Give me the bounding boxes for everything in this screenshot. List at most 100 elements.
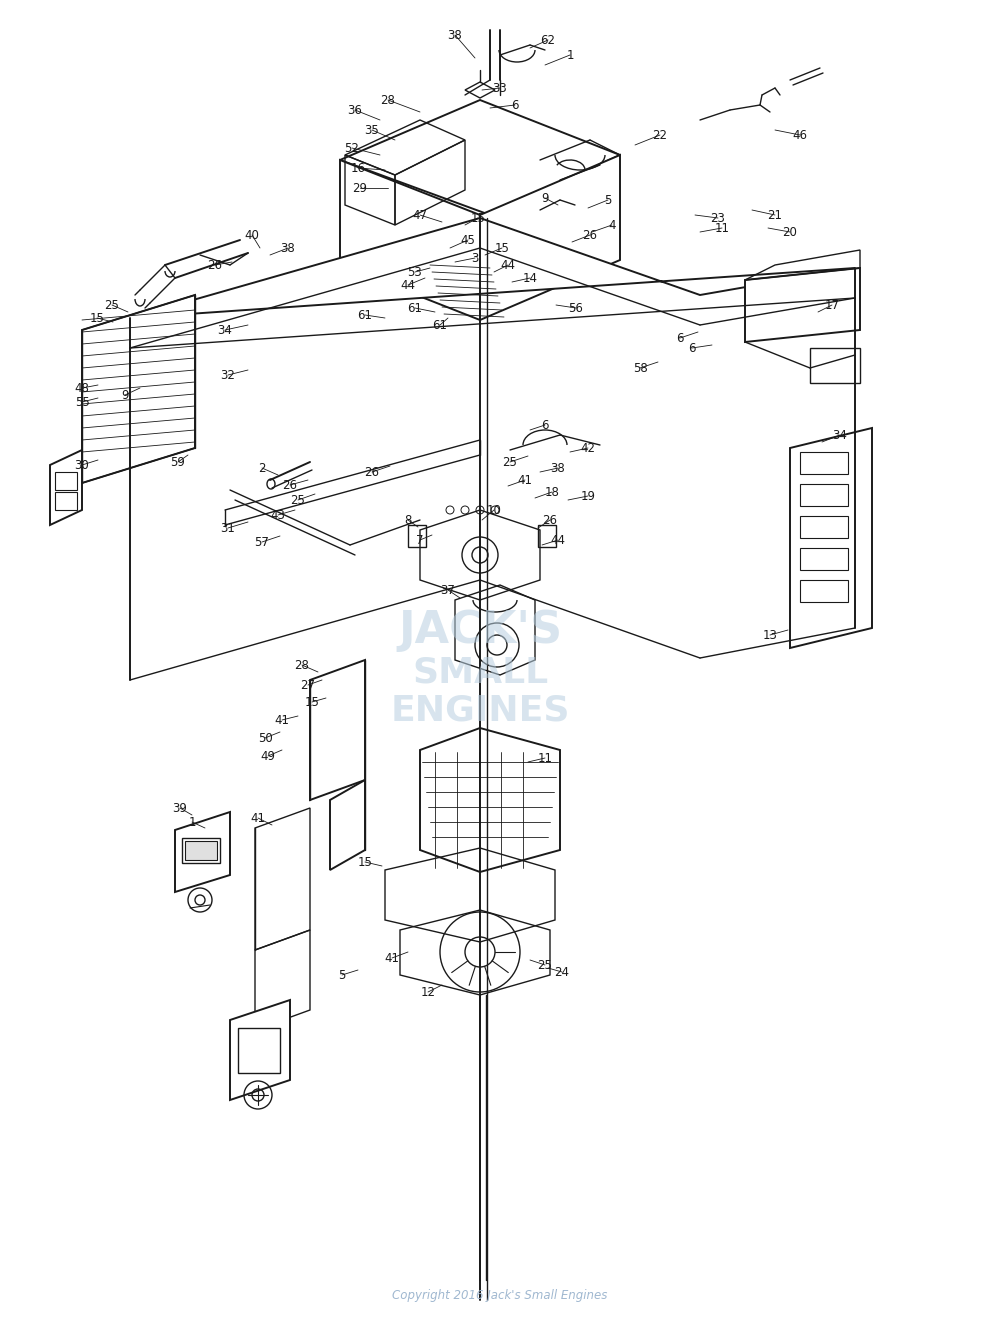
Polygon shape bbox=[330, 780, 365, 870]
Text: 47: 47 bbox=[413, 208, 428, 221]
Text: 38: 38 bbox=[448, 28, 462, 41]
Text: 46: 46 bbox=[792, 129, 807, 142]
Text: 25: 25 bbox=[105, 298, 119, 312]
Text: 3: 3 bbox=[471, 252, 479, 264]
Text: 45: 45 bbox=[461, 233, 475, 247]
Text: 24: 24 bbox=[554, 965, 570, 979]
Text: 55: 55 bbox=[75, 395, 89, 408]
Text: 34: 34 bbox=[218, 324, 232, 337]
Bar bbox=[800, 516, 848, 538]
Text: 52: 52 bbox=[345, 142, 359, 155]
Text: 9: 9 bbox=[541, 191, 549, 204]
Polygon shape bbox=[310, 660, 365, 800]
Text: 31: 31 bbox=[221, 521, 235, 534]
Text: 61: 61 bbox=[432, 318, 448, 332]
Text: SMALL: SMALL bbox=[412, 655, 548, 690]
Text: 10: 10 bbox=[487, 504, 501, 517]
Text: 58: 58 bbox=[633, 362, 647, 374]
Text: 44: 44 bbox=[400, 278, 416, 292]
Text: 41: 41 bbox=[275, 713, 290, 727]
Text: 61: 61 bbox=[358, 309, 373, 321]
Text: 15: 15 bbox=[305, 696, 319, 708]
Bar bbox=[538, 525, 556, 548]
Text: 26: 26 bbox=[582, 228, 598, 241]
Text: JACK'S: JACK'S bbox=[398, 609, 562, 651]
Text: 49: 49 bbox=[261, 749, 276, 762]
Text: 39: 39 bbox=[173, 801, 187, 814]
Text: 44: 44 bbox=[550, 533, 566, 546]
Text: 35: 35 bbox=[365, 123, 379, 137]
Polygon shape bbox=[745, 268, 860, 342]
Text: ENGINES: ENGINES bbox=[390, 693, 570, 727]
Text: 16: 16 bbox=[351, 162, 366, 175]
Text: 61: 61 bbox=[408, 301, 422, 314]
Bar bbox=[408, 525, 426, 548]
Text: 15: 15 bbox=[358, 855, 372, 869]
Text: 41: 41 bbox=[518, 473, 532, 487]
Bar bbox=[800, 484, 848, 507]
Bar bbox=[800, 452, 848, 473]
Text: 43: 43 bbox=[271, 508, 285, 521]
Text: 6: 6 bbox=[688, 342, 696, 354]
Text: 19: 19 bbox=[580, 489, 596, 503]
Polygon shape bbox=[340, 99, 620, 215]
Text: 2: 2 bbox=[258, 461, 266, 475]
Text: 32: 32 bbox=[221, 369, 235, 382]
Text: 25: 25 bbox=[503, 456, 517, 468]
Text: 6: 6 bbox=[541, 419, 549, 431]
Text: 25: 25 bbox=[291, 493, 305, 507]
Polygon shape bbox=[790, 428, 872, 648]
Text: 40: 40 bbox=[245, 228, 259, 241]
Text: 50: 50 bbox=[258, 732, 272, 744]
Text: 1: 1 bbox=[566, 49, 574, 61]
Text: 28: 28 bbox=[295, 659, 309, 671]
Text: 26: 26 bbox=[283, 479, 298, 492]
Text: 30: 30 bbox=[75, 459, 89, 472]
Text: 15: 15 bbox=[471, 212, 485, 224]
Text: 33: 33 bbox=[493, 81, 507, 94]
Bar bbox=[55, 472, 77, 491]
Text: 11: 11 bbox=[538, 752, 552, 765]
Bar bbox=[182, 838, 220, 863]
Text: 62: 62 bbox=[540, 33, 556, 46]
Text: 42: 42 bbox=[580, 442, 596, 455]
Bar bbox=[238, 1028, 280, 1073]
Text: 26: 26 bbox=[365, 465, 380, 479]
Text: 53: 53 bbox=[408, 265, 422, 278]
Bar bbox=[800, 548, 848, 570]
Text: 34: 34 bbox=[833, 428, 847, 442]
Text: 13: 13 bbox=[763, 629, 777, 642]
Polygon shape bbox=[480, 155, 620, 320]
Text: 41: 41 bbox=[384, 952, 400, 964]
Text: 7: 7 bbox=[416, 533, 424, 546]
Polygon shape bbox=[420, 728, 560, 873]
Text: 25: 25 bbox=[538, 959, 552, 972]
Polygon shape bbox=[50, 450, 82, 525]
Text: 44: 44 bbox=[501, 259, 516, 272]
Text: 15: 15 bbox=[495, 241, 509, 255]
Text: 41: 41 bbox=[251, 812, 266, 825]
Text: 27: 27 bbox=[301, 679, 316, 691]
Text: 18: 18 bbox=[545, 485, 559, 499]
Bar bbox=[185, 841, 217, 861]
Text: 8: 8 bbox=[404, 513, 412, 526]
Text: 11: 11 bbox=[714, 221, 730, 235]
Text: 56: 56 bbox=[569, 301, 583, 314]
Text: 26: 26 bbox=[542, 513, 558, 526]
Text: 5: 5 bbox=[338, 968, 346, 981]
Text: 14: 14 bbox=[522, 272, 538, 285]
Text: 36: 36 bbox=[348, 103, 362, 117]
Text: 38: 38 bbox=[281, 241, 295, 255]
Bar bbox=[810, 347, 860, 383]
Text: 6: 6 bbox=[676, 332, 684, 345]
Bar bbox=[800, 579, 848, 602]
Text: 5: 5 bbox=[604, 194, 612, 207]
Text: 29: 29 bbox=[353, 182, 368, 195]
Polygon shape bbox=[340, 160, 480, 320]
Bar bbox=[55, 492, 77, 511]
Text: 28: 28 bbox=[381, 94, 395, 106]
Polygon shape bbox=[130, 217, 855, 318]
Text: 1: 1 bbox=[188, 815, 196, 829]
Text: 6: 6 bbox=[511, 98, 519, 111]
Text: 21: 21 bbox=[767, 208, 782, 221]
